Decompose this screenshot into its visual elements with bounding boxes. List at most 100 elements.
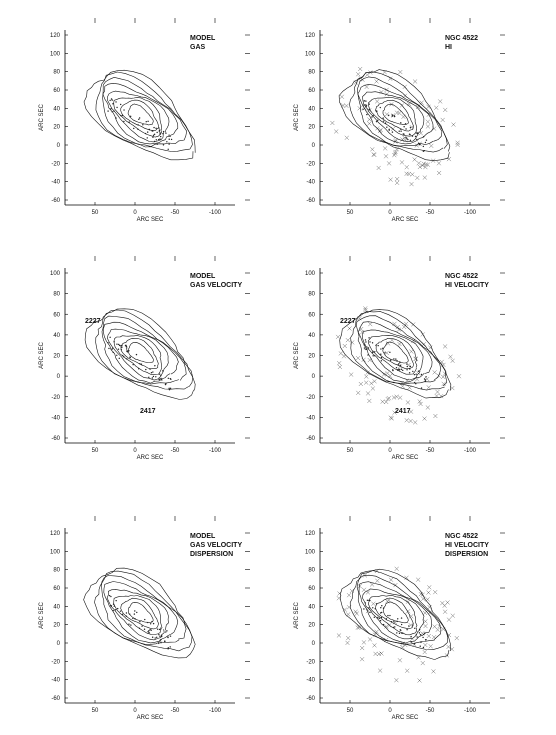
density-dot <box>406 363 408 365</box>
density-dot <box>158 127 160 129</box>
density-dot <box>138 117 141 119</box>
hi-cross <box>410 172 415 177</box>
hi-cross <box>364 374 369 379</box>
hi-cross <box>380 399 385 404</box>
density-dot <box>112 603 115 605</box>
density-dot <box>167 148 169 150</box>
density-dot <box>151 620 153 623</box>
y-tick-label: 40 <box>53 106 60 112</box>
density-dot <box>153 140 156 143</box>
density-dot <box>120 114 122 117</box>
density-dot <box>412 624 414 626</box>
density-dot <box>380 348 382 350</box>
hi-cross <box>374 629 379 634</box>
density-dot <box>156 628 159 630</box>
density-dot <box>109 99 111 102</box>
hi-cross <box>397 110 402 116</box>
density-dot <box>170 138 173 141</box>
density-dot <box>366 113 368 116</box>
density-dot <box>382 623 385 626</box>
density-dot <box>379 106 381 109</box>
density-dot <box>422 646 425 649</box>
hi-cross <box>385 396 390 402</box>
density-dot <box>372 350 374 353</box>
density-dot <box>418 142 420 145</box>
density-dot <box>167 377 170 379</box>
density-dot <box>164 383 167 386</box>
hi-cross <box>392 410 397 415</box>
density-dot <box>393 358 395 360</box>
hi-cross <box>445 600 450 605</box>
x-axis-label: ARC SEC <box>392 715 419 721</box>
density-dot <box>400 122 402 124</box>
density-dot <box>167 636 169 639</box>
density-dot <box>134 618 136 620</box>
density-dot <box>415 382 417 385</box>
contour <box>128 602 154 623</box>
density-dot <box>161 379 163 381</box>
hi-cross <box>386 161 392 166</box>
hi-cross <box>356 72 361 77</box>
hi-cross <box>405 400 411 405</box>
hi-cross <box>421 596 426 601</box>
density-dot <box>121 613 124 616</box>
density-dot <box>405 128 407 130</box>
density-dot <box>159 135 162 138</box>
hi-cross <box>420 163 425 168</box>
density-dot <box>367 347 370 349</box>
density-dot <box>413 643 416 645</box>
contour <box>339 309 452 399</box>
density-dot <box>380 360 383 362</box>
panel: 120 100 80 60 40 20 0 -20 -40 -60 50 0 -50 -100 ARC SE… <box>294 18 505 223</box>
density-dot <box>422 136 425 138</box>
density-dot <box>372 114 374 117</box>
hi-cross <box>392 321 397 327</box>
hi-cross <box>454 635 459 641</box>
density-dot <box>110 108 112 110</box>
density-dot <box>418 628 421 631</box>
density-dot <box>151 636 154 638</box>
hi-cross <box>368 321 373 327</box>
density-dot <box>389 359 392 362</box>
density-dot <box>142 124 144 126</box>
contour <box>349 71 448 153</box>
hi-cross <box>408 622 413 628</box>
density-dot <box>420 387 423 389</box>
contour <box>120 597 159 630</box>
hi-cross <box>358 326 364 332</box>
panel-label: DISPERSION <box>190 551 233 558</box>
hi-cross <box>409 614 414 619</box>
y-tick-label: 60 <box>308 88 315 94</box>
density-dot <box>425 639 427 641</box>
hi-cross <box>429 143 434 149</box>
hi-cross <box>417 141 422 146</box>
density-dot <box>116 106 118 109</box>
y-tick-label: -40 <box>51 415 60 421</box>
hi-cross <box>442 609 448 614</box>
density-dot <box>128 350 130 352</box>
density-dot <box>151 377 154 379</box>
contour <box>368 97 417 137</box>
x-axis-label: ARC SEC <box>137 217 164 223</box>
density-dot <box>117 607 119 610</box>
density-dot <box>422 150 425 152</box>
density-dot <box>140 363 143 365</box>
hi-cross <box>397 341 402 347</box>
density-dot <box>129 356 131 359</box>
y-axis-label: ARC SEC <box>39 601 45 628</box>
density-dot <box>416 138 418 141</box>
density-dot <box>133 127 135 130</box>
density-dot <box>422 636 424 639</box>
density-dot <box>417 132 419 134</box>
hi-cross <box>446 644 451 650</box>
hi-cross <box>365 391 371 396</box>
density-dot <box>137 128 139 130</box>
density-dot <box>138 627 141 630</box>
density-dot <box>364 339 367 341</box>
x-tick-label: 0 <box>133 448 137 454</box>
hi-cross <box>446 156 452 162</box>
contour <box>362 588 425 640</box>
density-dot <box>137 124 139 126</box>
density-dot <box>382 117 384 119</box>
density-dot <box>130 624 132 626</box>
